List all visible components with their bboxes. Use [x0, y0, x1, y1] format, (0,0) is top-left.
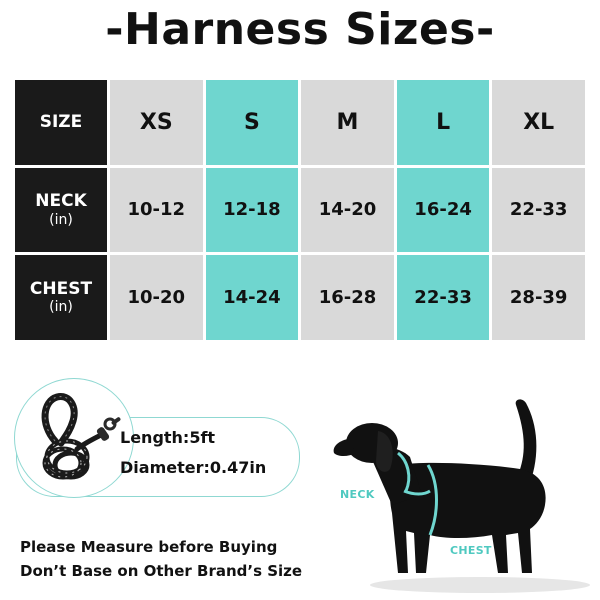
- neck-m: 14-20: [301, 167, 394, 253]
- neck-xl: 22-33: [492, 167, 585, 253]
- leash-icon-circle: [14, 378, 134, 498]
- size-header-cell: SIZE: [15, 80, 107, 165]
- neck-label: NECK: [35, 191, 87, 212]
- chest-xs: 10-20: [110, 255, 203, 340]
- chest-l: 22-33: [396, 255, 490, 340]
- dog-neck-label: NECK: [340, 488, 375, 501]
- size-s: S: [205, 80, 299, 165]
- leash-diameter: Diameter:0.47in: [120, 458, 267, 477]
- neck-header-cell: NECK (in): [15, 167, 107, 253]
- size-header-label: SIZE: [39, 111, 83, 132]
- chest-label: CHEST: [29, 278, 93, 299]
- neck-l: 16-24: [396, 167, 490, 253]
- neck-xs: 10-12: [110, 167, 203, 253]
- neck-unit: (in): [49, 211, 73, 228]
- measure-note-line1: Please Measure before Buying: [20, 538, 278, 556]
- chest-xl: 28-39: [492, 255, 585, 340]
- rope-leash-icon: [41, 393, 121, 480]
- dog-chest-label: CHEST: [450, 544, 492, 557]
- dog-silhouette-icon: [333, 399, 590, 593]
- measure-note-line2: Don’t Base on Other Brand’s Size: [20, 562, 303, 580]
- chest-unit: (in): [49, 299, 73, 316]
- size-l: L: [396, 80, 490, 165]
- chest-s: 14-24: [205, 255, 299, 340]
- leash-length: Length:5ft: [120, 428, 216, 447]
- size-m: M: [301, 80, 394, 165]
- chest-header-cell: CHEST (in): [15, 255, 107, 340]
- size-xl: XL: [492, 80, 585, 165]
- size-table: SIZE XS S M L XL NECK (in) 10-12 12-18 1…: [15, 80, 585, 340]
- size-xs: XS: [110, 80, 203, 165]
- neck-s: 12-18: [205, 167, 299, 253]
- page-title: -Harness Sizes-: [105, 4, 495, 55]
- chest-m: 16-28: [301, 255, 394, 340]
